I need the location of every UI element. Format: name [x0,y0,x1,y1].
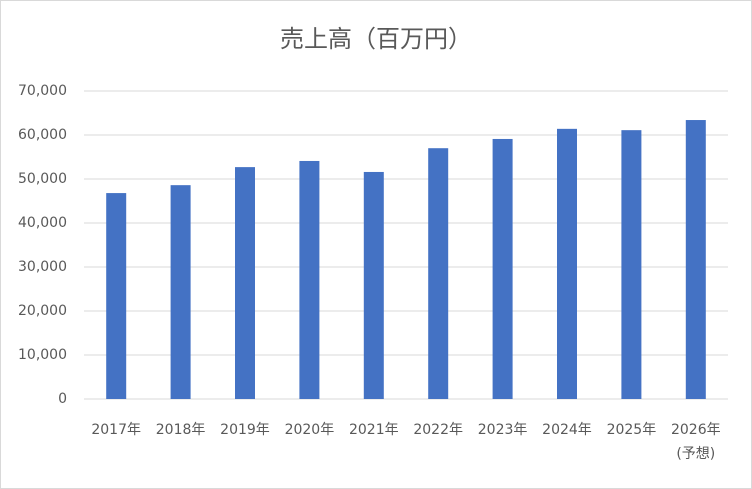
x-tick-label: 2018年 [155,422,206,438]
y-tick-label: 10,000 [18,347,67,363]
bar [299,160,320,399]
x-tick-label: 2026年 (予想) [670,422,721,462]
bar [106,193,127,399]
x-tick-label: 2019年 [220,422,270,438]
bar [557,128,577,399]
y-tick-label: 40,000 [18,215,67,231]
bar [621,130,642,399]
x-tick-label: 2024年 [542,422,592,438]
bar [235,167,255,399]
y-tick-label: 50,000 [18,171,67,187]
x-tick-label: 2021年 [348,422,399,438]
x-tick-label: 2025年 [606,422,657,438]
bar [685,120,706,399]
chart-title: 売上高（百万円） [280,25,472,53]
y-tick-label: 70,000 [18,83,67,99]
bar [170,185,191,399]
y-tick-label: 20,000 [18,303,67,319]
y-tick-label: 30,000 [18,259,67,275]
x-tick-label: 2017年 [91,422,141,438]
bar [363,171,384,399]
x-tick-label: 2022年 [413,422,463,438]
y-tick-label: 0 [58,391,67,407]
x-tick-label: 2020年 [284,422,335,438]
bar [428,148,449,399]
x-tick-label: 2023年 [477,422,528,438]
y-tick-label: 60,000 [18,127,67,143]
bar [492,138,513,399]
